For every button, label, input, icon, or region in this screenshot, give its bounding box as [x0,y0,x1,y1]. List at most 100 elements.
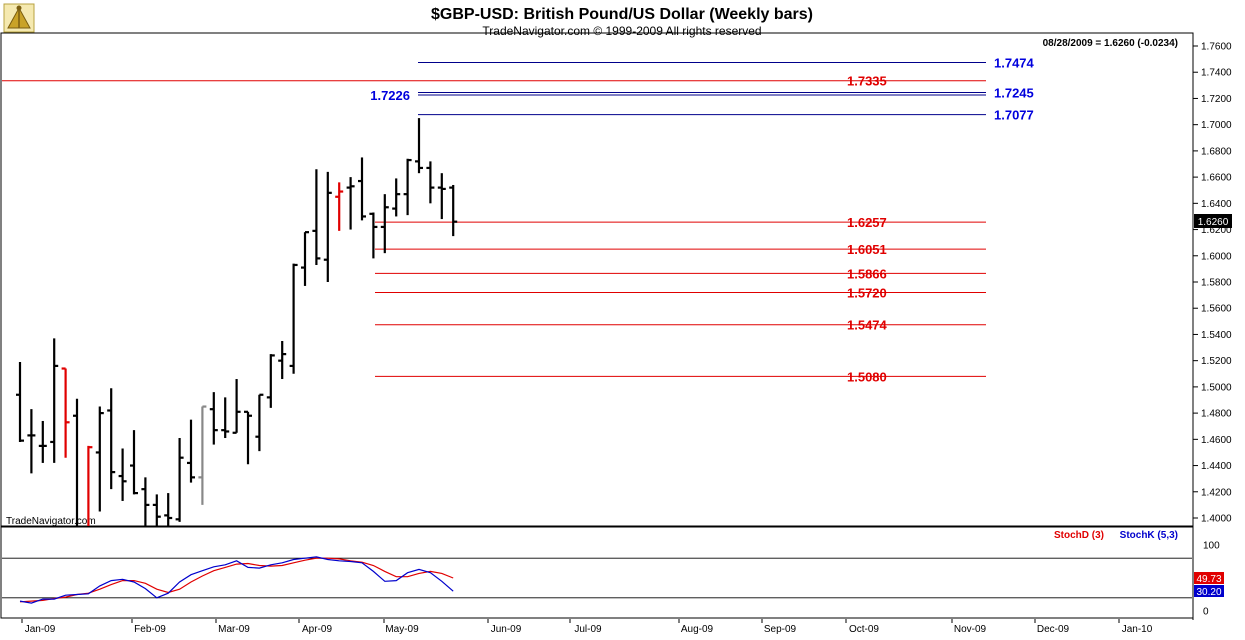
month-label: Mar-09 [218,624,250,635]
level-label: 1.6257 [847,215,887,230]
price-tick-label: 1.5400 [1201,330,1232,341]
price-tick-label: 1.6200 [1201,225,1232,236]
chart-title: $GBP-USD: British Pound/US Dollar (Weekl… [431,6,813,23]
ohlc-bar [266,354,275,408]
ohlc-bar [38,420,47,463]
ohlc-bar [141,477,150,526]
last-price-tag: 1.6260 [1194,214,1232,228]
ohlc-bar [426,161,435,204]
price-tick-label: 1.7600 [1201,42,1232,53]
ohlc-bar [95,406,104,512]
trade-navigator-logo [3,3,35,33]
price-tick-label: 1.6400 [1201,199,1232,210]
ohlc-bar [73,398,79,526]
ohlc-bar [380,194,389,254]
ohlc-bar [437,173,446,220]
ohlc-bar [403,158,412,216]
level-label: 1.7245 [994,86,1034,101]
month-axis: Jan-09 Feb-09 Mar-09 Apr-09 May-09 Jun-09 Jul-… [21,619,1153,635]
ohlc-bar [16,361,24,442]
month-label: Feb-09 [134,624,166,635]
level-label: 1.7335 [847,74,887,89]
stochk-legend: StochK (5,3) [1120,530,1178,541]
stochd-value: 49.73 [1196,574,1221,585]
indicator-panel-frame [0,526,1194,619]
price-tick-label: 1.4600 [1201,435,1232,446]
price-tick-label: 1.5200 [1201,356,1232,367]
ohlc-bar [232,379,241,434]
price-tick-label: 1.6000 [1201,251,1232,262]
level-label: 1.7077 [994,108,1034,123]
ohlc-bar [107,388,116,490]
price-tick-label: 1.4200 [1201,487,1232,498]
ohlc-bar [369,212,378,259]
month-label: Jan-09 [25,624,56,635]
price-tick-label: 1.7000 [1201,120,1232,131]
price-tick-label: 1.4400 [1201,461,1232,472]
ohlc-bar [198,405,207,505]
ohlc-bar [187,419,195,483]
month-label: Oct-09 [849,624,879,635]
price-tick-label: 1.5600 [1201,304,1232,315]
level-label: 1.5866 [847,266,887,281]
indicator-tick-label: 100 [1203,541,1220,552]
watermark-text: TradeNavigator.com [6,516,96,527]
ohlc-bar [415,118,423,174]
price-tick-label: 1.6800 [1201,146,1232,157]
last-price-label: 1.6260 [1198,217,1229,228]
price-tick-label: 1.6600 [1201,173,1232,184]
level-lines: 1.7474 1.7335 1.7245 1.7226 1.7077 1.6257 1.60… [2,56,1035,384]
ohlc-bar [244,410,252,465]
level-label: 1.5474 [847,318,888,333]
ohlc-bar [346,177,355,230]
stochk-value: 30.20 [1196,587,1221,598]
ohlc-bar [209,392,218,445]
ohlc-bar [278,341,287,380]
indicator-axis: 100 0 [1203,541,1220,618]
stochastic-lines [2,556,1192,604]
price-tick-label: 1.5800 [1201,278,1232,289]
price-tick-label: 1.4800 [1201,409,1232,420]
ohlc-bar [289,263,298,374]
month-label: Nov-09 [954,624,987,635]
ohlc-bar [392,178,401,217]
month-label: Jun-09 [491,624,522,635]
month-label: May-09 [385,624,419,635]
stoch-value-tags: 49.73 30.20 [1194,572,1224,598]
level-label: 1.7226 [370,88,410,103]
price-tick-label: 1.5000 [1201,382,1232,393]
price-tick-label: 1.7400 [1201,68,1232,79]
chart-subtitle: TradeNavigator.com © 1999-2009 All right… [482,24,761,38]
price-panel-frame [0,32,1194,527]
month-label: Jul-09 [574,624,602,635]
ohlc-bar [164,493,173,526]
stochd-legend: StochD (3) [1054,530,1104,541]
ohlc-bar [255,393,264,452]
month-label: Jan-10 [1122,624,1153,635]
ohlc-bar [221,397,230,439]
month-label: Sep-09 [764,624,797,635]
month-label: Apr-09 [302,624,332,635]
ohlc-bar [152,494,161,526]
ohlc-bar [335,182,344,231]
level-label: 1.6051 [847,242,887,257]
ohlc-bar [130,430,138,495]
month-label: Dec-09 [1037,624,1070,635]
ohlc-bar [449,184,458,237]
price-info-readout: 08/28/2009 = 1.6260 (-0.0234) [1043,38,1178,49]
level-label: 1.5720 [847,285,887,300]
ohlc-bar [301,231,309,286]
indicator-tick-label: 0 [1203,607,1209,618]
ohlc-bar [312,169,321,265]
ohlc-bar [118,448,127,501]
month-label: Aug-09 [681,624,714,635]
price-tick-label: 1.7200 [1201,94,1232,105]
level-label: 1.5080 [847,369,887,384]
ohlc-bar [50,338,59,463]
ohlc-bar [323,171,332,282]
level-label: 1.7474 [994,56,1035,71]
price-bars [16,118,458,526]
price-axis: 1.7600 1.7400 1.7200 1.7000 1.6800 1.6600 1.64… [1193,42,1232,525]
stochk-line [19,556,454,604]
